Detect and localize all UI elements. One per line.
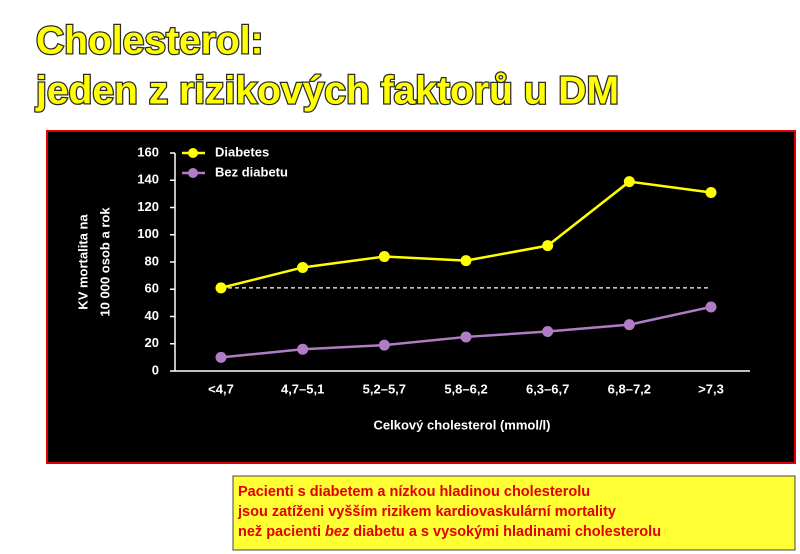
point — [378, 251, 390, 263]
point — [215, 351, 227, 363]
x-axis-label: Celkový cholesterol (mmol/l) — [374, 417, 551, 432]
note-line: Pacienti s diabetem a nízkou hladinou ch… — [238, 484, 590, 500]
y-tick-label: 0 — [152, 362, 159, 377]
plot: 0 20 40 60 80 100 120 140 160 <4,7 4,7–5,1 5,2–5,7 5… — [75, 144, 750, 432]
y-tick-label: 160 — [137, 144, 159, 159]
point — [542, 240, 554, 252]
point — [378, 339, 390, 351]
x-tick-label: 6,8–7,2 — [608, 381, 651, 396]
point — [460, 255, 472, 267]
y-tick-label: 120 — [137, 199, 159, 214]
y-tick-label: 40 — [145, 308, 159, 323]
point — [542, 325, 554, 337]
legend-label: Diabetes — [215, 144, 269, 159]
x-tick-label: >7,3 — [698, 381, 724, 396]
y-tick-label: 20 — [145, 335, 159, 350]
point — [623, 176, 635, 188]
note-box — [232, 475, 796, 551]
title-line: jeden z rizikových faktorů u DM — [35, 69, 619, 112]
legend-marker — [188, 168, 198, 178]
point — [623, 319, 635, 331]
y-axis-label: 10 000 osob a rok — [97, 207, 112, 317]
note-line: jsou zatíženi vyšším rizikem kardiovasku… — [237, 504, 616, 520]
x-tick-label: 5,8–6,2 — [444, 381, 487, 396]
point — [705, 301, 717, 313]
title-line: Cholesterol: — [36, 19, 264, 62]
point — [297, 343, 309, 355]
point — [460, 331, 472, 343]
point — [215, 282, 227, 294]
point — [705, 187, 717, 199]
x-tick-label: 6,3–6,7 — [526, 381, 569, 396]
y-axis-label: KV mortalita na — [75, 214, 90, 310]
point — [297, 261, 309, 273]
legend-label: Bez diabetu — [215, 164, 288, 179]
x-tick-label: 4,7–5,1 — [281, 381, 324, 396]
y-tick-label: 100 — [137, 226, 159, 241]
x-tick-label: <4,7 — [208, 381, 234, 396]
y-tick-label: 60 — [145, 281, 159, 296]
y-tick-label: 80 — [145, 253, 159, 268]
y-tick-label: 140 — [137, 172, 159, 187]
x-tick-label: 5,2–5,7 — [363, 381, 406, 396]
note-line: než pacienti bez diabetu a s vysokými hl… — [238, 524, 661, 540]
chart-panel — [46, 130, 796, 464]
legend-marker — [188, 148, 198, 158]
